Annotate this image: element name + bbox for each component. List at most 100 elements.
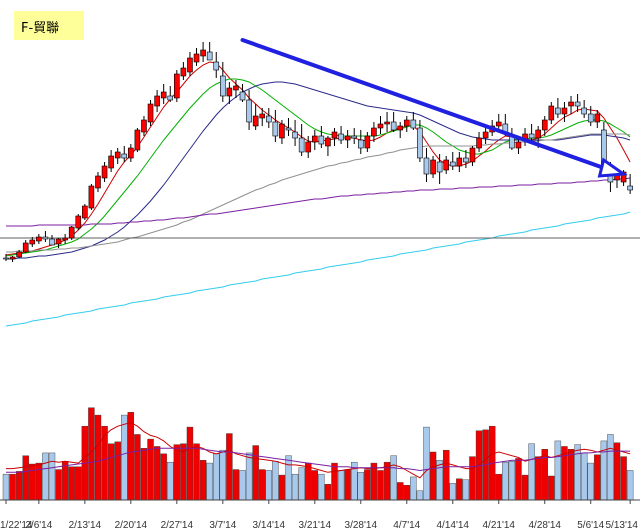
volume-bar bbox=[397, 482, 404, 501]
candle bbox=[16, 250, 22, 258]
volume-bar bbox=[226, 433, 233, 501]
candle bbox=[351, 128, 358, 144]
volume-bar bbox=[456, 478, 463, 501]
candle bbox=[423, 148, 430, 182]
candle-body bbox=[469, 147, 476, 163]
candle-body bbox=[220, 75, 226, 97]
candle-body bbox=[351, 135, 358, 139]
volume-bar bbox=[377, 470, 384, 501]
candle-body bbox=[555, 107, 561, 115]
candle-body bbox=[154, 95, 160, 107]
x-tick-label: 4/21'14 bbox=[483, 520, 516, 531]
candle-body bbox=[331, 131, 338, 139]
candle-body bbox=[463, 157, 469, 163]
candle-body bbox=[9, 256, 16, 260]
candle bbox=[187, 52, 193, 76]
candle-body bbox=[495, 121, 502, 127]
candle bbox=[128, 144, 134, 162]
candle bbox=[82, 204, 88, 220]
candle bbox=[75, 214, 82, 230]
x-tick-label: 4/14'14 bbox=[437, 520, 470, 531]
candle bbox=[390, 112, 397, 132]
candle-body bbox=[417, 127, 423, 159]
candle bbox=[285, 118, 292, 136]
volume-bar bbox=[324, 484, 332, 501]
candle-body bbox=[292, 131, 298, 139]
candle bbox=[206, 42, 213, 61]
volume-bar bbox=[272, 461, 279, 501]
candle-body bbox=[371, 127, 377, 137]
candle bbox=[246, 90, 252, 130]
volume-bar bbox=[101, 425, 108, 501]
trendline-arrowhead bbox=[597, 157, 628, 178]
candle-body bbox=[68, 226, 75, 239]
candle bbox=[627, 174, 633, 194]
volume-bar bbox=[298, 467, 305, 501]
candle-body bbox=[390, 121, 397, 131]
candle-body bbox=[410, 119, 417, 129]
volume-bar bbox=[134, 434, 141, 501]
candle bbox=[134, 128, 141, 152]
volume-bar bbox=[305, 462, 312, 501]
candle bbox=[9, 256, 16, 262]
candle bbox=[101, 162, 108, 182]
candle-body bbox=[279, 123, 285, 139]
volume-bar bbox=[462, 479, 470, 501]
candle bbox=[377, 116, 384, 134]
candle bbox=[509, 128, 515, 150]
volume-bar bbox=[626, 470, 634, 501]
volume-bar bbox=[173, 444, 181, 501]
candle-body bbox=[252, 115, 259, 127]
candle bbox=[594, 110, 601, 128]
volume-bar bbox=[508, 461, 516, 501]
candle-body bbox=[581, 107, 587, 115]
volume-bar bbox=[48, 452, 56, 501]
x-tick-label: 5/13'14 bbox=[606, 520, 639, 531]
trendline bbox=[240, 38, 628, 178]
candle bbox=[108, 150, 114, 172]
candle bbox=[154, 90, 160, 112]
candle-body bbox=[121, 153, 128, 159]
candle bbox=[456, 152, 463, 172]
volume-bar bbox=[416, 490, 424, 501]
candle-body bbox=[174, 73, 180, 99]
volume-average-lines bbox=[6, 421, 631, 479]
candle-body bbox=[587, 113, 594, 123]
candle-body bbox=[36, 236, 42, 242]
volume-bar bbox=[114, 441, 121, 501]
candle bbox=[587, 106, 594, 126]
candle bbox=[581, 100, 587, 118]
candle-body bbox=[49, 238, 55, 246]
volume-bar bbox=[587, 462, 594, 501]
candle bbox=[561, 102, 568, 122]
x-tick-label: 2/27'14 bbox=[161, 520, 194, 531]
candle bbox=[292, 120, 298, 146]
price-line-3 bbox=[6, 133, 631, 253]
volume-bar bbox=[548, 475, 555, 501]
candle-body bbox=[259, 113, 266, 119]
candle-body bbox=[128, 147, 134, 159]
trendline-stroke bbox=[240, 38, 612, 172]
candle bbox=[463, 150, 469, 168]
candle bbox=[180, 62, 187, 80]
candle-body bbox=[561, 107, 568, 115]
candle bbox=[49, 235, 55, 246]
x-tick-label: 3/7'14 bbox=[209, 520, 236, 531]
volume-line-0 bbox=[6, 421, 631, 479]
candle-body bbox=[423, 157, 430, 175]
candle-body bbox=[430, 159, 436, 175]
x-tick-label: 5/6'14 bbox=[577, 520, 604, 531]
candle-body bbox=[305, 141, 312, 153]
volume-bar bbox=[436, 460, 443, 501]
moving-average-lines bbox=[5, 61, 631, 327]
volume-bar bbox=[515, 458, 522, 501]
candle bbox=[528, 124, 535, 142]
candle-body bbox=[456, 157, 463, 167]
candle-body bbox=[108, 155, 114, 169]
candle-body bbox=[193, 53, 200, 63]
volume-bar bbox=[213, 453, 220, 501]
candle-body bbox=[338, 133, 344, 141]
candle bbox=[430, 156, 436, 178]
candle-body bbox=[62, 237, 68, 241]
volume-bar bbox=[206, 462, 213, 501]
